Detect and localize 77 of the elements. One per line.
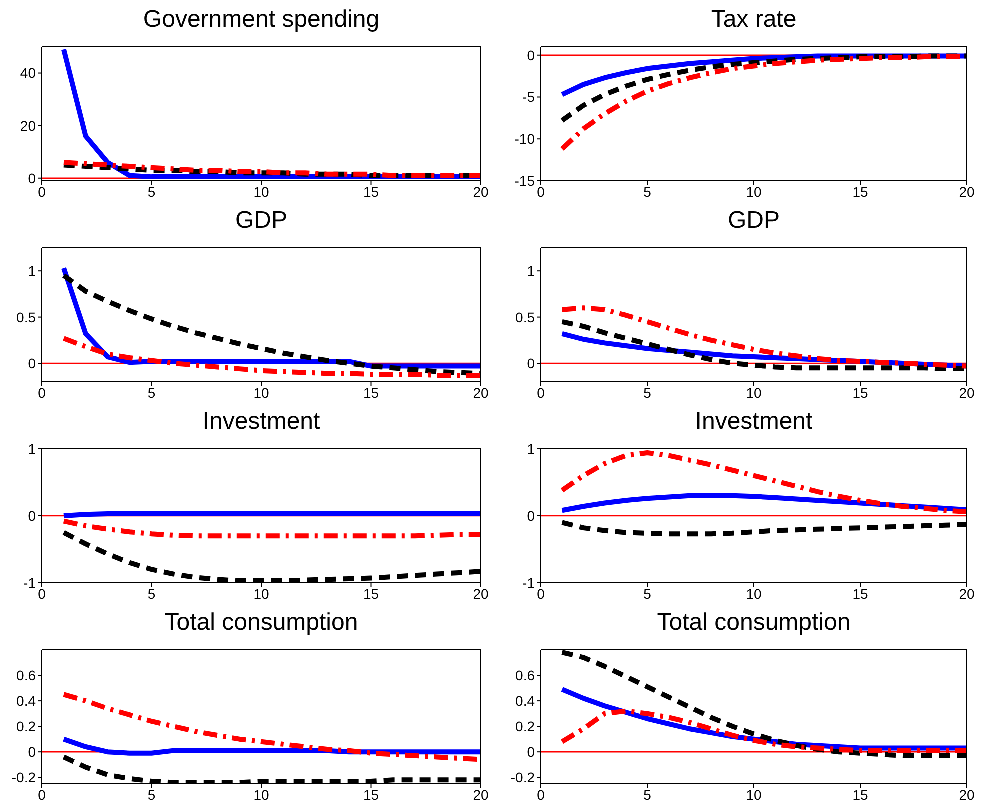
x-tick-label: 0 — [537, 586, 546, 602]
x-tick-label: 10 — [254, 786, 270, 803]
x-tick-label: 20 — [959, 184, 975, 200]
y-tick-label: 0.4 — [516, 693, 536, 710]
x-tick-label: 15 — [852, 384, 868, 401]
x-tick-label: 0 — [537, 384, 546, 401]
x-tick-label: 20 — [959, 786, 975, 803]
x-tick-label: 0 — [38, 786, 46, 803]
x-tick-label: 10 — [746, 384, 762, 401]
x-tick-label: 15 — [363, 586, 380, 602]
x-tick-label: 5 — [644, 384, 652, 401]
x-tick-label: 20 — [473, 786, 489, 803]
y-tick-label: -0.2 — [510, 770, 536, 786]
chart-title: Investment — [694, 407, 814, 437]
x-tick-label: 5 — [148, 384, 156, 401]
y-tick-label: 0 — [28, 355, 36, 372]
x-tick-label: 15 — [363, 384, 380, 401]
chart-title: Total consumption — [656, 608, 852, 638]
y-tick-label: 0 — [28, 744, 36, 760]
y-tick-label: 0 — [527, 47, 536, 64]
x-tick-label: 15 — [852, 586, 868, 602]
y-tick-label: 0.6 — [516, 667, 536, 684]
y-tick-label: -1 — [24, 574, 36, 591]
x-tick-label: 10 — [254, 586, 270, 602]
x-tick-label: 0 — [38, 586, 46, 602]
y-tick-label: 0 — [527, 508, 536, 524]
y-tick-label: 0 — [527, 744, 536, 760]
y-tick-label: 1 — [28, 263, 36, 280]
y-tick-label: 0.4 — [16, 693, 36, 710]
y-tick-label: 0 — [28, 508, 36, 524]
x-tick-label: 10 — [746, 184, 762, 200]
x-tick-label: 10 — [254, 384, 270, 401]
x-tick-label: 20 — [473, 184, 489, 200]
x-tick-label: 15 — [852, 184, 868, 200]
chart-title: Tax rate — [710, 5, 798, 35]
y-tick-label: 0.6 — [16, 667, 36, 684]
x-tick-label: 5 — [148, 184, 156, 200]
x-tick-label: 0 — [38, 184, 46, 200]
x-tick-label: 5 — [644, 586, 652, 602]
chart-title: GDP — [234, 206, 288, 236]
y-tick-label: -1 — [522, 574, 536, 591]
y-tick-label: 0.2 — [516, 718, 536, 735]
chart-title: GDP — [726, 206, 781, 236]
y-tick-label: 0 — [28, 170, 36, 186]
x-tick-label: 10 — [746, 786, 762, 803]
y-tick-label: -15 — [514, 172, 536, 189]
y-tick-label: 1 — [527, 440, 536, 457]
x-tick-label: 20 — [959, 586, 975, 602]
x-tick-label: 10 — [746, 586, 762, 602]
y-tick-label: -0.2 — [12, 770, 36, 786]
x-tick-label: 5 — [644, 786, 652, 803]
x-tick-label: 5 — [148, 786, 156, 803]
x-tick-label: 15 — [852, 786, 868, 803]
y-tick-label: 20 — [20, 118, 36, 134]
y-tick-label: 1 — [527, 263, 536, 280]
y-tick-label: 0 — [527, 355, 536, 372]
x-tick-label: 15 — [363, 786, 380, 803]
x-tick-label: 0 — [38, 384, 46, 401]
x-tick-label: 10 — [254, 184, 270, 200]
x-tick-label: 0 — [537, 184, 546, 200]
x-tick-label: 15 — [363, 184, 380, 200]
y-tick-label: -10 — [514, 131, 536, 148]
x-tick-label: 20 — [959, 384, 975, 401]
chart-title: Government spending — [142, 5, 381, 35]
y-tick-label: 0.5 — [16, 309, 36, 326]
y-tick-label: 0.5 — [516, 309, 536, 326]
x-tick-label: 0 — [537, 786, 546, 803]
y-tick-label: 0.2 — [16, 718, 36, 735]
x-tick-label: 5 — [644, 184, 652, 200]
y-tick-label: 1 — [28, 440, 36, 457]
chart-title: Investment — [202, 407, 322, 437]
x-tick-label: 20 — [473, 586, 489, 602]
y-tick-label: -5 — [522, 89, 536, 106]
x-tick-label: 20 — [473, 384, 489, 401]
x-tick-label: 5 — [148, 586, 156, 602]
y-tick-label: 40 — [20, 65, 36, 82]
chart-title: Total consumption — [164, 608, 360, 638]
